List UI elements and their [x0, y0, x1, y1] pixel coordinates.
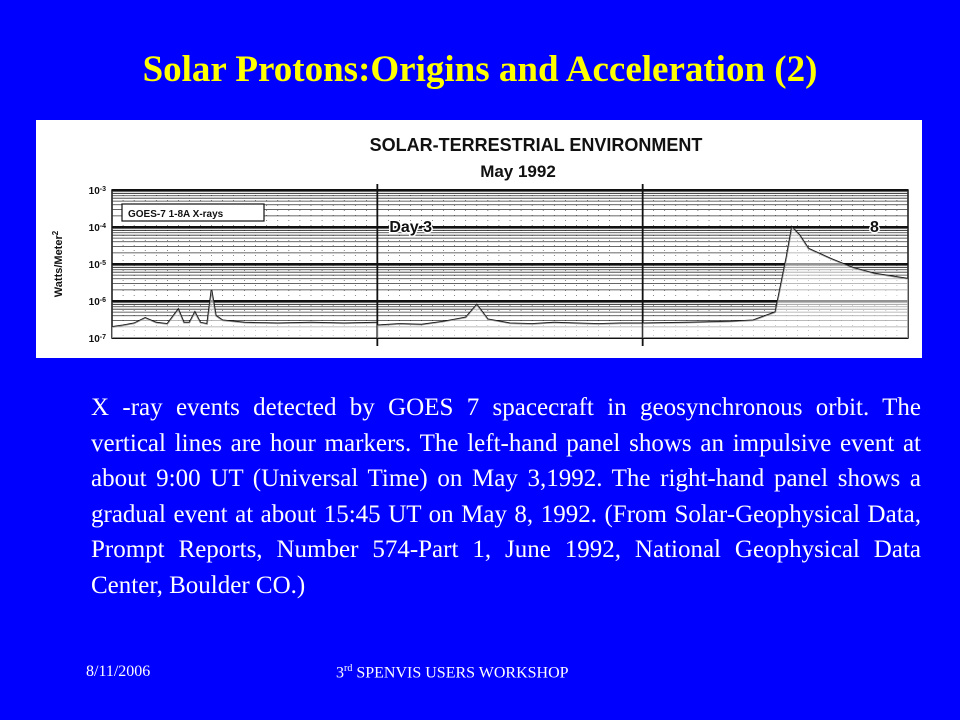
y-tick-label-exp: -7	[100, 334, 106, 341]
footer-event-num: 3	[336, 664, 344, 682]
y-tick-label: 10-5	[89, 260, 106, 272]
y-tick-label-exp: -5	[100, 260, 106, 267]
footer-event-sup: rd	[344, 663, 353, 674]
legend-box	[121, 203, 265, 222]
chart-subtitle: May 1992	[480, 162, 556, 181]
figure-caption: X -ray events detected by GOES 7 spacecr…	[91, 394, 921, 599]
y-tick-label-exp: -4	[100, 223, 106, 230]
day-label: Day 3	[389, 219, 432, 236]
xray-flux-area	[377, 304, 643, 338]
chart-title: SOLAR-TERRESTRIAL ENVIRONMENT	[370, 135, 703, 155]
goes-xray-figure: SOLAR-TERRESTRIAL ENVIRONMENT May 1992 Wat…	[36, 120, 922, 358]
y-tick-label: 10-7	[89, 334, 106, 346]
xray-flux-area	[642, 227, 908, 338]
y-tick-label-exp: -6	[100, 297, 106, 304]
xray-flux-area	[112, 289, 378, 338]
y-tick-label: 10-4	[89, 223, 106, 235]
footer-date: 8/11/2006	[86, 663, 151, 680]
day-label: 8	[870, 219, 879, 236]
xray-flux-line	[377, 303, 643, 327]
y-axis-label-exp: 2	[51, 230, 60, 235]
legend-entry: GOES-7 1-8A X-rays	[128, 209, 224, 220]
footer-event-rest: SPENVIS USERS WORKSHOP	[352, 664, 569, 682]
y-tick-label: 10-3	[89, 186, 106, 198]
y-axis-label: Watts/Meter2	[51, 230, 66, 297]
footer-event: 3rd SPENVIS USERS WORKSHOP	[336, 663, 569, 682]
xray-flux-chart: SOLAR-TERRESTRIAL ENVIRONMENT May 1992 Wat…	[51, 135, 909, 346]
y-tick-label-exp: -3	[100, 186, 106, 193]
y-tick-label: 10-6	[89, 297, 106, 309]
slide-title: Solar Protons:Origins and Acceleration (…	[142, 49, 818, 90]
